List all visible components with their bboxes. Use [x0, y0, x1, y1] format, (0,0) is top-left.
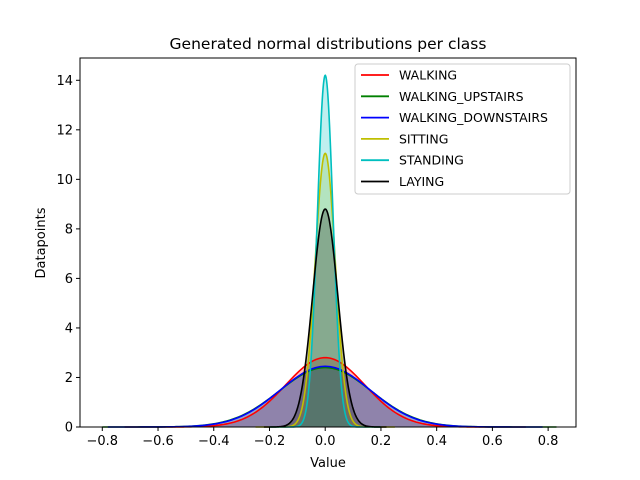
x-tick-label: 0.6	[482, 434, 503, 449]
plot-frame	[79, 57, 577, 428]
area-sitting	[255, 153, 395, 427]
y-tick-label: 12	[56, 123, 73, 138]
x-tick-label: −0.4	[198, 434, 230, 449]
x-tick-label: −0.6	[142, 434, 174, 449]
y-tick-label: 14	[56, 74, 73, 89]
x-tick-label: 0.8	[538, 434, 559, 449]
x-axis-ticks: −0.8 −0.6 −0.4 −0.2 0.0 0.2 0.4 0.6 0.8	[87, 427, 559, 449]
legend-label: STANDING	[399, 153, 464, 168]
area-standing	[269, 75, 381, 427]
chart-title: Generated normal distributions per class	[170, 35, 487, 53]
y-tick-label: 8	[65, 222, 73, 237]
x-axis-label: Value	[310, 456, 346, 471]
y-tick-label: 10	[56, 173, 73, 188]
legend-label: LAYING	[399, 174, 444, 189]
legend-label: WALKING_UPSTAIRS	[399, 89, 524, 104]
legend-items: WALKING WALKING_UPSTAIRS WALKING_DOWNSTAIR…	[361, 68, 548, 189]
x-tick-label: −0.8	[87, 434, 119, 449]
legend: WALKING WALKING_UPSTAIRS WALKING_DOWNSTAIR…	[354, 63, 571, 195]
y-axis-ticks: 0 2 4 6 8 10 12 14	[56, 74, 80, 436]
x-tick-label: 0.2	[371, 434, 392, 449]
legend-label: WALKING	[399, 68, 457, 83]
x-tick-label: −0.2	[254, 434, 286, 449]
y-tick-label: 4	[65, 321, 73, 336]
area-fills	[102, 75, 557, 427]
area-walking-upstairs	[102, 367, 557, 427]
legend-box	[354, 63, 571, 195]
x-tick-label: 0.4	[426, 434, 447, 449]
x-tick-label: 0.0	[315, 434, 336, 449]
legend-label: WALKING_DOWNSTAIRS	[399, 110, 548, 125]
area-laying	[263, 209, 387, 427]
area-walking	[124, 357, 526, 427]
area-walking-downstairs	[107, 366, 543, 427]
legend-label: SITTING	[399, 131, 448, 146]
line-laying	[263, 208, 387, 428]
y-axis-label: Datapoints	[34, 207, 49, 278]
y-tick-label: 0	[65, 421, 73, 436]
y-tick-label: 6	[65, 272, 73, 287]
y-tick-label: 2	[65, 371, 73, 386]
